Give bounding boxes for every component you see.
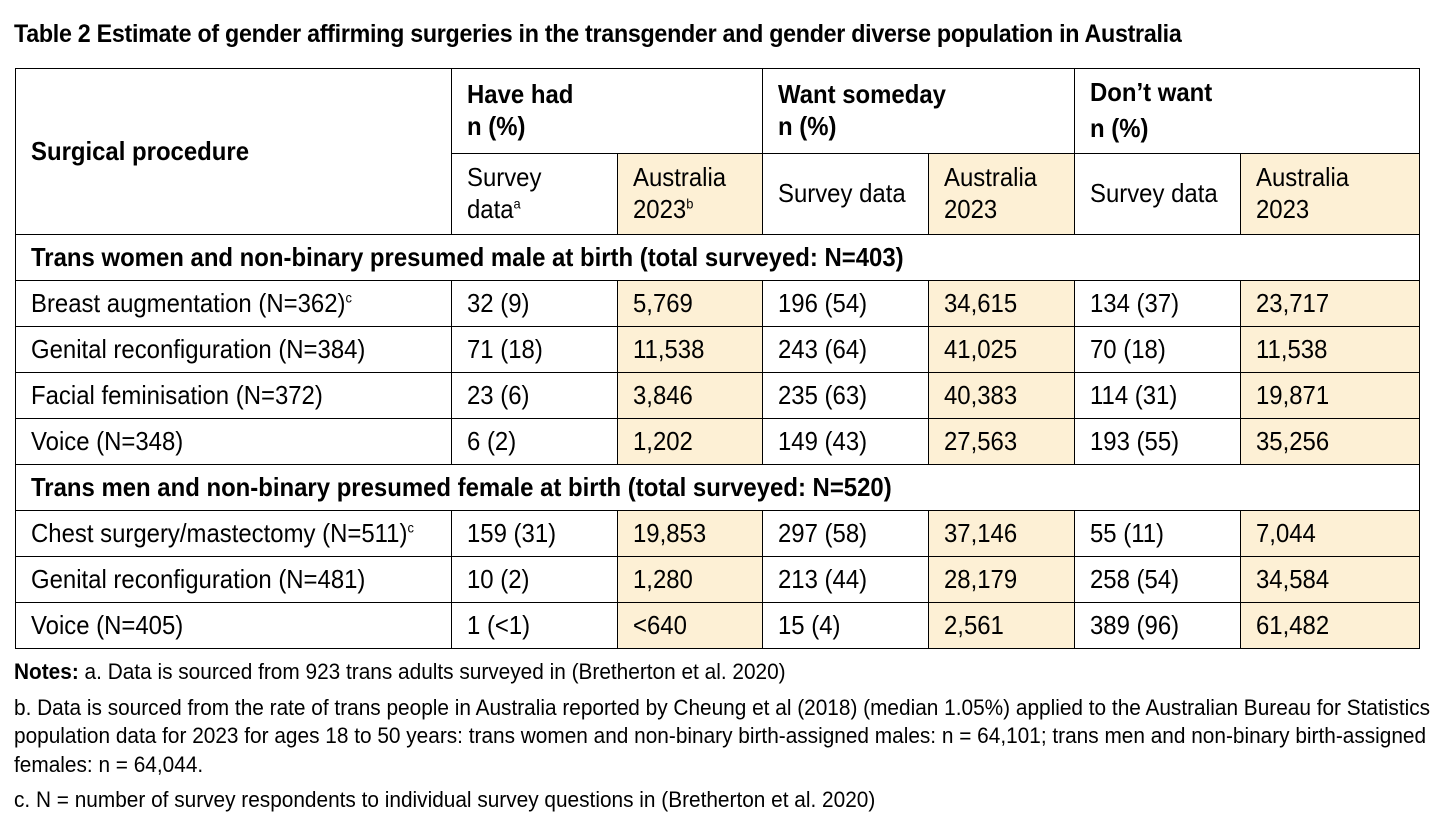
table-row: Chest surgery/mastectomy (N=511)c 159 (31… bbox=[15, 510, 1421, 557]
footnote-marker: c bbox=[345, 288, 352, 305]
table-row: Facial feminisation (N=372) 23 (6) 3,846 23… bbox=[15, 372, 1421, 419]
dont-survey-cell: 258 (54) bbox=[1074, 556, 1242, 603]
want-survey-cell: 15 (4) bbox=[762, 602, 930, 649]
note-c: c. N = number of survey respondents to i… bbox=[14, 787, 876, 813]
procedure-cell: Genital reconfiguration (N=481) bbox=[15, 556, 452, 603]
procedure-cell: Voice (N=405) bbox=[15, 602, 452, 649]
dont-aus-cell: 19,871 bbox=[1240, 372, 1421, 419]
have-aus-cell: 3,846 bbox=[616, 372, 764, 419]
have-survey-cell: 71 (18) bbox=[451, 326, 618, 373]
have-aus-cell: <640 bbox=[616, 602, 764, 649]
table-row: Genital reconfiguration (N=481) 10 (2) 1,2… bbox=[15, 556, 1421, 603]
want-aus-cell: 40,383 bbox=[928, 372, 1076, 419]
dont-aus-cell: 34,584 bbox=[1240, 556, 1421, 603]
have-survey-cell: 159 (31) bbox=[451, 510, 618, 557]
table-row: Voice (N=348) 6 (2) 1,202 149 (43) 27,563 193… bbox=[15, 418, 1421, 465]
header-dont-want: Don’t want n (%) bbox=[1074, 68, 1421, 154]
table-row: Voice (N=405) 1 (<1) <640 15 (4) 2,561 389 (9… bbox=[15, 602, 1421, 649]
table-row: Genital reconfiguration (N=384) 71 (18) 11… bbox=[15, 326, 1421, 373]
want-aus-cell: 37,146 bbox=[928, 510, 1076, 557]
notes: Notes: a. Data is sourced from 923 trans… bbox=[14, 658, 1430, 822]
header-australia-2023: Australia 2023 bbox=[928, 153, 1076, 235]
dont-aus-cell: 7,044 bbox=[1240, 510, 1421, 557]
want-survey-cell: 149 (43) bbox=[762, 418, 930, 465]
want-survey-cell: 297 (58) bbox=[762, 510, 930, 557]
header-australia-2023: Australia 2023 bbox=[1240, 153, 1421, 235]
dont-aus-cell: 35,256 bbox=[1240, 418, 1421, 465]
dont-survey-cell: 55 (11) bbox=[1074, 510, 1242, 557]
procedure-cell: Chest surgery/mastectomy (N=511)c bbox=[15, 510, 452, 557]
procedure-cell: Facial feminisation (N=372) bbox=[15, 372, 452, 419]
header-survey-data: Survey dataa bbox=[451, 153, 618, 235]
dont-aus-cell: 23,717 bbox=[1240, 280, 1421, 327]
section-row: Trans men and non-binary presumed female… bbox=[14, 464, 1421, 511]
want-survey-cell: 235 (63) bbox=[762, 372, 930, 419]
have-survey-cell: 32 (9) bbox=[451, 280, 618, 327]
procedure-cell: Voice (N=348) bbox=[15, 418, 452, 465]
procedure-cell: Genital reconfiguration (N=384) bbox=[15, 326, 452, 373]
have-survey-cell: 6 (2) bbox=[451, 418, 618, 465]
procedure-cell: Breast augmentation (N=362)c bbox=[15, 280, 452, 327]
note-a: Notes: a. Data is sourced from 923 trans… bbox=[14, 659, 786, 684]
header-survey-data: Survey data bbox=[1074, 153, 1242, 235]
table-row: Breast augmentation (N=362)c 32 (9) 5,769 1… bbox=[15, 280, 1421, 327]
dont-aus-cell: 11,538 bbox=[1240, 326, 1421, 373]
want-aus-cell: 2,561 bbox=[928, 602, 1076, 649]
header-have-had: Have had n (%) bbox=[450, 68, 764, 154]
dont-survey-cell: 70 (18) bbox=[1074, 326, 1242, 373]
header-row-groups: Surgical procedure Have had n (%) Want so… bbox=[15, 68, 1421, 235]
have-survey-cell: 1 (<1) bbox=[451, 602, 618, 649]
have-aus-cell: 1,280 bbox=[616, 556, 764, 603]
want-survey-cell: 196 (54) bbox=[762, 280, 930, 327]
section-title: Trans women and non-binary presumed male… bbox=[14, 234, 1421, 281]
header-australia-2023: Australia 2023b bbox=[616, 153, 764, 235]
footnote-marker: c bbox=[407, 518, 414, 535]
section-row: Trans women and non-binary presumed male… bbox=[14, 234, 1421, 281]
dont-survey-cell: 114 (31) bbox=[1074, 372, 1242, 419]
want-aus-cell: 28,179 bbox=[928, 556, 1076, 603]
want-aus-cell: 41,025 bbox=[928, 326, 1076, 373]
surgery-table: Surgical procedure Have had n (%) Want so… bbox=[14, 68, 1421, 649]
have-aus-cell: 19,853 bbox=[616, 510, 764, 557]
want-survey-cell: 243 (64) bbox=[762, 326, 930, 373]
section-title: Trans men and non-binary presumed female… bbox=[14, 464, 1421, 511]
table-title: Table 2 Estimate of gender affirming sur… bbox=[14, 20, 1182, 48]
dont-survey-cell: 389 (96) bbox=[1074, 602, 1242, 649]
have-aus-cell: 11,538 bbox=[616, 326, 764, 373]
have-survey-cell: 23 (6) bbox=[451, 372, 618, 419]
header-row-sub: Survey dataa Australia 2023b Survey data A… bbox=[16, 153, 1421, 235]
note-b: b. Data is sourced from the rate of tran… bbox=[14, 694, 1431, 777]
want-aus-cell: 27,563 bbox=[928, 418, 1076, 465]
want-survey-cell: 213 (44) bbox=[762, 556, 930, 603]
have-aus-cell: 5,769 bbox=[616, 280, 764, 327]
dont-survey-cell: 134 (37) bbox=[1074, 280, 1242, 327]
have-aus-cell: 1,202 bbox=[616, 418, 764, 465]
want-aus-cell: 34,615 bbox=[928, 280, 1076, 327]
dont-survey-cell: 193 (55) bbox=[1074, 418, 1242, 465]
dont-aus-cell: 61,482 bbox=[1240, 602, 1421, 649]
header-surgical-procedure: Surgical procedure bbox=[15, 68, 452, 235]
header-want-someday: Want someday n (%) bbox=[762, 68, 1076, 154]
header-survey-data: Survey data bbox=[762, 153, 930, 235]
have-survey-cell: 10 (2) bbox=[451, 556, 618, 603]
